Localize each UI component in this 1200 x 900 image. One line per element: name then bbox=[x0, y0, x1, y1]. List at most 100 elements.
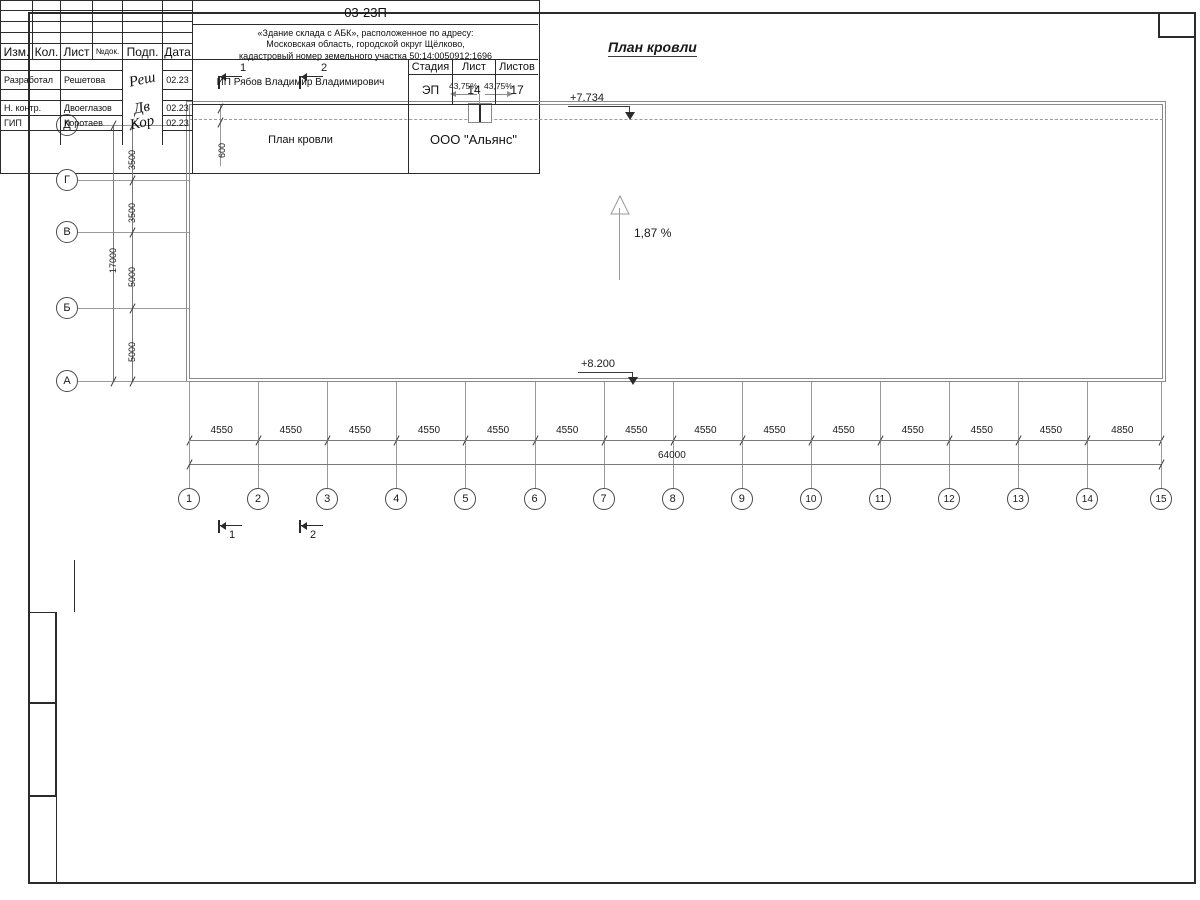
horizontal-total-dim-label: 64000 bbox=[658, 450, 686, 461]
tb-blank-r1c6 bbox=[162, 0, 192, 11]
horizontal-axis-bubble-14[interactable]: 14 bbox=[1076, 488, 1099, 510]
vertical-dim-label-0: 3500 bbox=[127, 149, 137, 170]
horizontal-dim-label-3: 4550 bbox=[417, 425, 441, 436]
tb-signature-2: Кор bbox=[122, 113, 162, 133]
vertical-dim-label-3: 5000 bbox=[127, 341, 137, 362]
horizontal-axis-label-3: 3 bbox=[324, 493, 331, 505]
tb-customer: ИП Рябов Владимир Владимирович bbox=[192, 60, 408, 105]
tb-blank-r3c5 bbox=[122, 22, 162, 33]
horizontal-axis-bubble-12[interactable]: 12 bbox=[938, 488, 961, 510]
tb-spacer-b2 bbox=[60, 90, 122, 101]
vertical-dim-label-2: 5000 bbox=[127, 266, 137, 287]
binding-margin-rule bbox=[28, 796, 56, 797]
horizontal-dim-label-11: 4550 bbox=[970, 425, 993, 436]
tb-name-1: Двоеглазов bbox=[60, 101, 122, 116]
vertical-axis-bubble-Г[interactable]: Г bbox=[56, 169, 78, 191]
horizontal-axis-line-11 bbox=[880, 382, 882, 488]
roof-ridge-centerline bbox=[479, 104, 481, 122]
section-mark-top-1-label: 1 bbox=[240, 62, 247, 74]
tb-blank-r4c4 bbox=[92, 33, 122, 44]
horizontal-dim-label-1: 4550 bbox=[279, 425, 302, 436]
tb-date-1: 02.23 bbox=[162, 101, 192, 116]
horizontal-dim-label-2: 4550 bbox=[348, 425, 371, 436]
tb-blank-r2c6 bbox=[162, 11, 192, 22]
horizontal-axis-bubble-6[interactable]: 6 bbox=[523, 488, 546, 510]
tb-object-description: «Здание склада с АБК», расположенное по … bbox=[192, 25, 538, 61]
horizontal-axis-label-5: 5 bbox=[462, 493, 469, 505]
horizontal-dim-label-5: 4550 bbox=[556, 425, 579, 436]
tb-col-header-list: Лист bbox=[60, 44, 92, 60]
horizontal-dim-extension-left bbox=[189, 440, 190, 464]
horizontal-axis-bubble-11[interactable]: 11 bbox=[869, 488, 892, 510]
horizontal-axis-line-12 bbox=[949, 382, 951, 488]
vertical-axis-line-Г bbox=[78, 180, 189, 181]
horizontal-axis-bubble-7[interactable]: 7 bbox=[592, 488, 615, 510]
tb-object-line-1: «Здание склада с АБК», расположенное по … bbox=[257, 28, 474, 38]
slope-arrow-head-icon bbox=[610, 194, 630, 215]
tb-sheet-value: 14 bbox=[452, 75, 495, 105]
elevation-bottom-drop bbox=[632, 372, 633, 379]
section-mark-bottom-1-label: 1 bbox=[229, 529, 236, 541]
percent-right-arrow-icon bbox=[507, 90, 513, 97]
tb-blank-r2c4 bbox=[92, 11, 122, 22]
slope-arrow-shaft bbox=[619, 208, 620, 280]
vertical-dim-label-1: 3500 bbox=[127, 202, 137, 223]
tb-blank-r3c6 bbox=[162, 22, 192, 33]
vertical-axis-label-В: В bbox=[63, 226, 71, 238]
vertical-axis-bubble-В[interactable]: В bbox=[56, 221, 78, 243]
horizontal-axis-bubble-10[interactable]: 10 bbox=[799, 488, 822, 510]
horizontal-axis-label-11: 11 bbox=[874, 493, 886, 505]
horizontal-axis-bubble-1[interactable]: 1 bbox=[178, 488, 200, 510]
percent-left-label: 43,75% bbox=[449, 81, 478, 91]
title-block: Изм. Кол. Лист №док. Подп. Дата Разработ… bbox=[0, 0, 540, 174]
vertical-axis-bubble-А[interactable]: А bbox=[56, 370, 78, 392]
tb-signature-1: Дв bbox=[122, 99, 162, 118]
tb-stage-header: Стадия bbox=[408, 60, 452, 75]
horizontal-axis-line-5 bbox=[465, 382, 467, 488]
percent-divider bbox=[479, 94, 480, 104]
horizontal-axis-bubble-8[interactable]: 8 bbox=[661, 488, 684, 510]
horizontal-axis-line-4 bbox=[396, 382, 398, 488]
elevation-bottom-value: +8.200 bbox=[581, 358, 615, 370]
tb-spacer-b3 bbox=[122, 90, 162, 101]
vertical-axis-bubble-Б[interactable]: Б bbox=[56, 297, 78, 319]
tb-object-line-3: кадастровый номер земельного участка 50:… bbox=[239, 50, 492, 61]
tb-blank-r3c3 bbox=[60, 22, 92, 33]
vertical-dim-chain-line bbox=[132, 125, 133, 381]
tb-stage-value: ЭП bbox=[408, 75, 452, 105]
overhang-dim-line bbox=[220, 104, 221, 166]
horizontal-axis-line-14 bbox=[1087, 382, 1089, 488]
vertical-axis-label-Д: Д bbox=[63, 119, 71, 131]
tb-blank-r4c3 bbox=[60, 33, 92, 44]
horizontal-axis-bubble-5[interactable]: 5 bbox=[454, 488, 477, 510]
horizontal-axis-label-13: 13 bbox=[1012, 493, 1024, 505]
horizontal-axis-line-8 bbox=[672, 382, 674, 488]
horizontal-axis-bubble-13[interactable]: 13 bbox=[1007, 488, 1030, 510]
tb-blank-r2c2 bbox=[32, 11, 60, 22]
horizontal-axis-bubble-9[interactable]: 9 bbox=[730, 488, 753, 510]
vertical-axis-line-Д bbox=[78, 125, 189, 126]
binding-margin-stamp-upper bbox=[28, 612, 56, 703]
horizontal-axis-label-4: 4 bbox=[393, 493, 400, 505]
tb-spacer-b4 bbox=[162, 90, 192, 101]
horizontal-axis-line-9 bbox=[741, 382, 743, 488]
percent-left-arrow-icon bbox=[450, 90, 456, 97]
percent-left-leader bbox=[455, 94, 477, 95]
horizontal-axis-label-8: 8 bbox=[669, 493, 676, 505]
horizontal-axis-bubble-4[interactable]: 4 bbox=[385, 488, 408, 510]
horizontal-axis-bubble-3[interactable]: 3 bbox=[316, 488, 339, 510]
tb-name-0: Решетова bbox=[60, 71, 122, 90]
horizontal-axis-bubble-2[interactable]: 2 bbox=[247, 488, 270, 510]
tb-spacer-a1 bbox=[0, 60, 60, 71]
vertical-axis-line-Б bbox=[78, 308, 189, 309]
horizontal-axis-label-7: 7 bbox=[600, 493, 607, 505]
tb-blank-r1c1 bbox=[0, 0, 32, 11]
tb-col-header-izm: Изм. bbox=[0, 44, 32, 60]
tb-date-2: 02.23 bbox=[162, 116, 192, 131]
horizontal-axis-bubble-15[interactable]: 15 bbox=[1150, 488, 1172, 510]
tb-blank-r2c3 bbox=[60, 11, 92, 22]
tb-spacer-a2 bbox=[60, 60, 122, 71]
tb-blank-r1c5 bbox=[122, 0, 162, 11]
horizontal-axis-label-14: 14 bbox=[1081, 493, 1093, 505]
tb-spacer-a3 bbox=[122, 60, 162, 71]
